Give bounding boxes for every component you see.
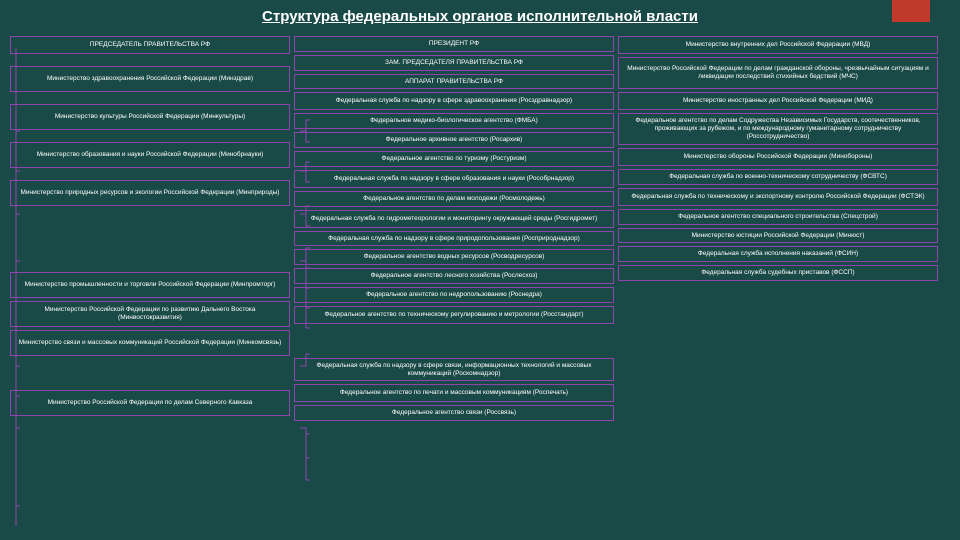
- box-ministry: Министерство юстиции Российской Федераци…: [618, 228, 938, 244]
- box-agency: Федеральное агентство водных ресурсов (Р…: [294, 249, 614, 265]
- box-agency: Федеральная служба по военно-техническом…: [618, 169, 938, 185]
- box-agency: Федеральная служба по надзору в сфере зд…: [294, 92, 614, 110]
- box-ministry: Министерство связи и массовых коммуникац…: [10, 330, 290, 356]
- box-apparatus: АППАРАТ ПРАВИТЕЛЬСТВА РФ: [294, 74, 614, 90]
- box-ministry: Министерство обороны Российской Федераци…: [618, 148, 938, 166]
- box-ministry: Министерство Российской Федерации по раз…: [10, 301, 290, 327]
- box-ministry: Министерство образования и науки Российс…: [10, 142, 290, 168]
- box-ministry: Министерство Российской Федерации по дел…: [618, 57, 938, 89]
- box-agency: Федеральное агентство по недропользовани…: [294, 287, 614, 303]
- box-ministry: Министерство здравоохранения Российской …: [10, 66, 290, 92]
- org-chart: ПРЕДСЕДАТЕЛЬ ПРАВИТЕЛЬСТВА РФ Министерст…: [10, 36, 950, 534]
- box-agency: Федеральная служба по надзору в сфере св…: [294, 358, 614, 382]
- column-middle: ПРЕЗИДЕНТ РФ ЗАМ. ПРЕДСЕДАТЕЛЯ ПРАВИТЕЛЬ…: [294, 36, 614, 534]
- box-ministry: Министерство Российской Федерации по дел…: [10, 390, 290, 416]
- box-ministry: Министерство иностранных дел Российской …: [618, 92, 938, 110]
- box-agency: Федеральное агентство по техническому ре…: [294, 306, 614, 324]
- box-agency: Федеральная служба судебных приставов (Ф…: [618, 265, 938, 281]
- box-ministry: Министерство культуры Российской Федерац…: [10, 104, 290, 130]
- box-ministry: Министерство внутренних дел Российской Ф…: [618, 36, 938, 54]
- box-vice: ЗАМ. ПРЕДСЕДАТЕЛЯ ПРАВИТЕЛЬСТВА РФ: [294, 55, 614, 71]
- box-ministry: Министерство промышленности и торговли Р…: [10, 272, 290, 298]
- box-agency: Федеральная служба исполнения наказаний …: [618, 246, 938, 262]
- box-agency: Федеральное агентство по делам молодежи …: [294, 191, 614, 207]
- accent-bar: [892, 0, 930, 22]
- box-chairman: ПРЕДСЕДАТЕЛЬ ПРАВИТЕЛЬСТВА РФ: [10, 36, 290, 54]
- box-ministry: Министерство природных ресурсов и эколог…: [10, 180, 290, 206]
- page-title: Структура федеральных органов исполнител…: [0, 0, 960, 29]
- box-agency: Федеральное агентство по делам Содружест…: [618, 113, 938, 145]
- box-president: ПРЕЗИДЕНТ РФ: [294, 36, 614, 52]
- box-agency: Федеральное агентство по печати и массов…: [294, 384, 614, 402]
- box-agency: Федеральное агентство связи (Россвязь): [294, 405, 614, 421]
- box-agency: Федеральное агентство по туризму (Ростур…: [294, 151, 614, 167]
- box-agency: Федеральная служба по надзору в сфере пр…: [294, 231, 614, 247]
- box-agency: Федеральное медико-биологическое агентст…: [294, 113, 614, 129]
- column-left: ПРЕДСЕДАТЕЛЬ ПРАВИТЕЛЬСТВА РФ Министерст…: [10, 36, 290, 534]
- box-agency: Федеральная служба по надзору в сфере об…: [294, 170, 614, 188]
- box-agency: Федеральная служба по техническому и экс…: [618, 188, 938, 206]
- box-agency: Федеральное архивное агентство (Росархив…: [294, 132, 614, 148]
- box-agency: Федеральное агентство лесного хозяйства …: [294, 268, 614, 284]
- column-right: Министерство внутренних дел Российской Ф…: [618, 36, 938, 534]
- box-agency: Федеральное агентство специального строи…: [618, 209, 938, 225]
- box-agency: Федеральная служба по гидрометеорологии …: [294, 210, 614, 228]
